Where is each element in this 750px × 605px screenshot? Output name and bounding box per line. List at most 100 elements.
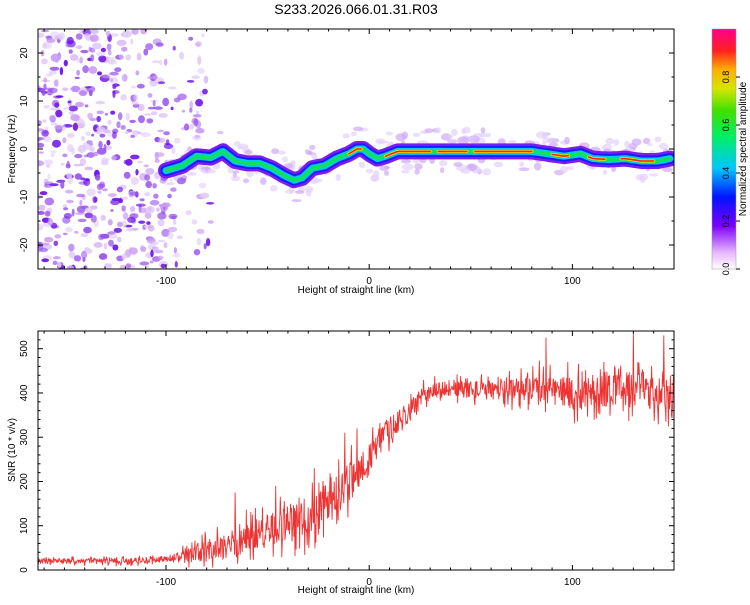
noise-blob [135,203,146,207]
noise-blob [61,87,69,91]
noise-blob [45,73,53,77]
noise-blob [145,180,152,189]
noise-blob [145,168,155,175]
ridge-halo-blob [401,131,409,140]
snr-y-tick-label: 300 [19,428,30,445]
noise-blob [93,197,98,203]
noise-blob [117,112,123,121]
noise-blob [62,137,67,144]
noise-blob [82,257,86,262]
noise-blob [110,110,116,115]
noise-blob [163,131,170,136]
noise-blob [114,67,122,73]
ridge-halo-blob [384,165,391,170]
noise-blob [75,101,84,108]
noise-blob [111,197,121,201]
noise-blob [107,49,112,56]
noise-blob [84,104,89,108]
ridge-halo-blob [447,139,458,143]
noise-blob [195,127,205,134]
ridge-halo-blob [311,153,318,161]
noise-blob [197,67,205,74]
noise-blob [122,30,132,38]
noise-blob [152,241,159,245]
noise-blob [50,53,61,62]
ridge-halo-blob [358,161,366,169]
noise-blob [156,207,160,212]
ridge-halo-blob [246,170,255,178]
noise-blob [136,52,142,61]
noise-blob [70,85,81,93]
noise-blob [96,115,101,123]
noise-blob [173,247,177,254]
ridge-halo-blob [559,165,568,174]
ridge-halo-blob [373,170,380,177]
colorbar-ticks: 0.0 0.2 0.4 0.6 0.8 [711,28,740,275]
ridge-halo-blob [460,167,471,174]
noise-blob [75,45,83,50]
snr-x-tick-label: -100 [156,577,176,588]
ridge-halo-blob [269,185,278,192]
noise-blob [135,70,140,76]
noise-blob [54,234,62,239]
ridge-halo-blob [305,186,314,193]
noise-blob [169,178,173,182]
noise-blob [144,113,153,116]
noise-blob [54,102,60,108]
noise-blob [154,158,160,163]
noise-blob [84,86,92,89]
noise-blob [50,107,60,111]
noise-blob [108,233,118,239]
noise-blob [83,265,88,269]
noise-blob [96,51,106,57]
noise-blob [41,129,49,137]
noise-blob [76,205,86,213]
noise-blob [53,95,62,99]
noise-blob [144,212,152,219]
noise-blob [130,85,137,89]
noise-blob [137,160,143,164]
noise-blob [103,144,107,151]
noise-blob [117,236,122,243]
spectrogram-y-tick-label: -20 [19,237,30,252]
noise-blob [44,236,54,243]
snr-x-axis-label: Height of straight line (km) [298,585,415,596]
noise-blob [50,150,57,154]
ridge-core-red [384,150,431,157]
noise-blob [155,42,164,47]
noise-blob [98,140,103,149]
noise-blob [116,186,123,193]
noise-blob [172,252,181,258]
ridge-halo-blob [233,141,241,147]
noise-blob [143,164,149,168]
noise-blob [131,29,139,35]
noise-blob [70,114,80,121]
noise-blob [167,193,172,199]
noise-blob [97,71,102,76]
ridge-halo-blob [451,128,458,136]
noise-blob [191,75,200,80]
noise-blob [137,131,142,135]
noise-blob [112,90,116,98]
noise-blob [201,33,205,38]
noise-blob [98,233,105,241]
noise-blob [189,107,193,113]
noise-blob [38,142,45,148]
noise-blob [112,131,117,139]
noise-blob [165,139,170,145]
ridge-halo-blob [453,162,463,167]
noise-blob [64,189,74,194]
noise-blob [69,54,79,61]
ridge-halo-blob [424,128,434,134]
noise-blob [95,100,106,105]
noise-blob [121,220,127,229]
noise-blob [90,29,99,35]
noise-blob [125,263,132,269]
noise-blob [41,258,50,263]
noise-blob [185,210,192,216]
noise-blob [84,207,93,213]
noise-blob [203,75,209,84]
noise-blob [164,58,168,66]
noise-blob [139,261,150,266]
